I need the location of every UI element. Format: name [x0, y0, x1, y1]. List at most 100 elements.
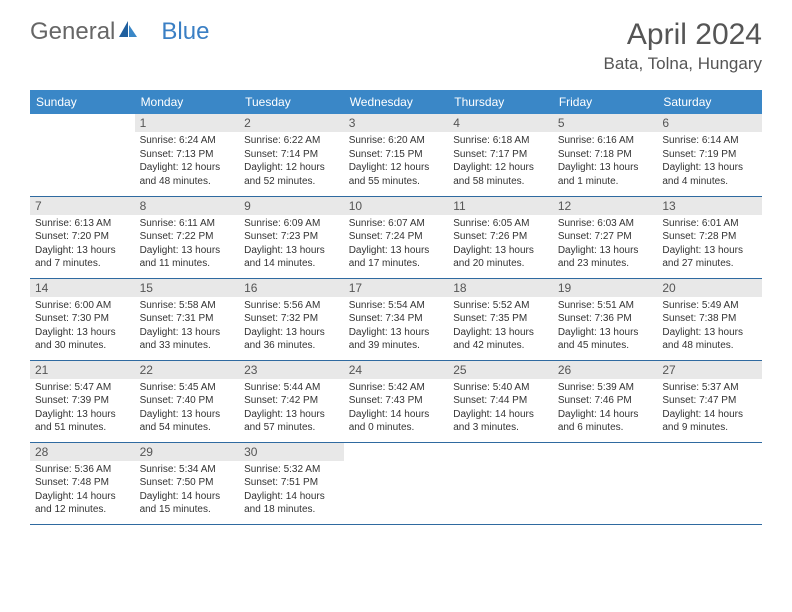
calendar-day-cell: 27 Sunrise: 5:37 AMSunset: 7:47 PMDayligh… — [657, 360, 762, 442]
day-number: 27 — [657, 361, 762, 379]
day-number: 19 — [553, 279, 658, 297]
calendar-day-cell: 16 Sunrise: 5:56 AMSunset: 7:32 PMDayligh… — [239, 278, 344, 360]
day-number: 22 — [135, 361, 240, 379]
day-info: Sunrise: 5:42 AMSunset: 7:43 PMDaylight:… — [349, 381, 444, 435]
calendar-day-cell: 25 Sunrise: 5:40 AMSunset: 7:44 PMDayligh… — [448, 360, 553, 442]
day-number: 1 — [135, 114, 240, 132]
day-info: Sunrise: 5:34 AMSunset: 7:50 PMDaylight:… — [140, 463, 235, 517]
calendar-day-cell: 5 Sunrise: 6:16 AMSunset: 7:18 PMDaylight… — [553, 114, 658, 196]
day-info: Sunrise: 5:39 AMSunset: 7:46 PMDaylight:… — [558, 381, 653, 435]
calendar-day-cell: 15 Sunrise: 5:58 AMSunset: 7:31 PMDayligh… — [135, 278, 240, 360]
calendar-day-cell: 2 Sunrise: 6:22 AMSunset: 7:14 PMDaylight… — [239, 114, 344, 196]
calendar-day-cell — [30, 114, 135, 196]
calendar-day-cell — [553, 442, 658, 524]
calendar-day-cell: 13 Sunrise: 6:01 AMSunset: 7:28 PMDayligh… — [657, 196, 762, 278]
calendar-day-cell: 3 Sunrise: 6:20 AMSunset: 7:15 PMDaylight… — [344, 114, 449, 196]
calendar-day-cell: 28 Sunrise: 5:36 AMSunset: 7:48 PMDayligh… — [30, 442, 135, 524]
day-number: 2 — [239, 114, 344, 132]
calendar-day-cell: 20 Sunrise: 5:49 AMSunset: 7:38 PMDayligh… — [657, 278, 762, 360]
calendar-week-row: 14 Sunrise: 6:00 AMSunset: 7:30 PMDayligh… — [30, 278, 762, 360]
day-number: 14 — [30, 279, 135, 297]
calendar-day-cell: 14 Sunrise: 6:00 AMSunset: 7:30 PMDayligh… — [30, 278, 135, 360]
calendar-day-cell: 11 Sunrise: 6:05 AMSunset: 7:26 PMDayligh… — [448, 196, 553, 278]
day-info: Sunrise: 5:54 AMSunset: 7:34 PMDaylight:… — [349, 299, 444, 353]
day-info: Sunrise: 5:47 AMSunset: 7:39 PMDaylight:… — [35, 381, 130, 435]
day-info: Sunrise: 5:52 AMSunset: 7:35 PMDaylight:… — [453, 299, 548, 353]
day-info: Sunrise: 5:37 AMSunset: 7:47 PMDaylight:… — [662, 381, 757, 435]
day-number: 8 — [135, 197, 240, 215]
day-info: Sunrise: 6:00 AMSunset: 7:30 PMDaylight:… — [35, 299, 130, 353]
day-info: Sunrise: 6:16 AMSunset: 7:18 PMDaylight:… — [558, 134, 653, 188]
day-info: Sunrise: 6:11 AMSunset: 7:22 PMDaylight:… — [140, 217, 235, 271]
weekday-header: Tuesday — [239, 90, 344, 114]
day-number: 21 — [30, 361, 135, 379]
calendar-week-row: 7 Sunrise: 6:13 AMSunset: 7:20 PMDaylight… — [30, 196, 762, 278]
day-info: Sunrise: 6:01 AMSunset: 7:28 PMDaylight:… — [662, 217, 757, 271]
weekday-header: Saturday — [657, 90, 762, 114]
day-number: 15 — [135, 279, 240, 297]
day-number: 4 — [448, 114, 553, 132]
weekday-header: Wednesday — [344, 90, 449, 114]
calendar-day-cell: 21 Sunrise: 5:47 AMSunset: 7:39 PMDayligh… — [30, 360, 135, 442]
calendar-week-row: 21 Sunrise: 5:47 AMSunset: 7:39 PMDayligh… — [30, 360, 762, 442]
title-block: April 2024 Bata, Tolna, Hungary — [604, 18, 762, 74]
day-info: Sunrise: 6:07 AMSunset: 7:24 PMDaylight:… — [349, 217, 444, 271]
day-number: 29 — [135, 443, 240, 461]
calendar-day-cell: 8 Sunrise: 6:11 AMSunset: 7:22 PMDaylight… — [135, 196, 240, 278]
day-info: Sunrise: 5:40 AMSunset: 7:44 PMDaylight:… — [453, 381, 548, 435]
day-number: 11 — [448, 197, 553, 215]
day-number: 17 — [344, 279, 449, 297]
weekday-header: Friday — [553, 90, 658, 114]
day-info: Sunrise: 5:51 AMSunset: 7:36 PMDaylight:… — [558, 299, 653, 353]
day-info: Sunrise: 6:18 AMSunset: 7:17 PMDaylight:… — [453, 134, 548, 188]
day-number: 12 — [553, 197, 658, 215]
day-number: 25 — [448, 361, 553, 379]
day-info: Sunrise: 5:58 AMSunset: 7:31 PMDaylight:… — [140, 299, 235, 353]
day-number: 13 — [657, 197, 762, 215]
calendar-day-cell: 30Sunrise: 5:32 AMSunset: 7:51 PMDayligh… — [239, 442, 344, 524]
calendar-day-cell: 10Sunrise: 6:07 AMSunset: 7:24 PMDayligh… — [344, 196, 449, 278]
logo-prefix: General — [30, 18, 115, 46]
day-number: 9 — [239, 197, 344, 215]
calendar-day-cell: 17 Sunrise: 5:54 AMSunset: 7:34 PMDayligh… — [344, 278, 449, 360]
calendar-day-cell — [344, 442, 449, 524]
day-info: Sunrise: 6:03 AMSunset: 7:27 PMDaylight:… — [558, 217, 653, 271]
day-info: Sunrise: 6:13 AMSunset: 7:20 PMDaylight:… — [35, 217, 130, 271]
calendar-day-cell: 6 Sunrise: 6:14 AMSunset: 7:19 PMDaylight… — [657, 114, 762, 196]
day-info: Sunrise: 6:22 AMSunset: 7:14 PMDaylight:… — [244, 134, 339, 188]
location: Bata, Tolna, Hungary — [604, 54, 762, 74]
day-info: Sunrise: 5:44 AMSunset: 7:42 PMDaylight:… — [244, 381, 339, 435]
day-number: 7 — [30, 197, 135, 215]
calendar-day-cell — [657, 442, 762, 524]
day-number: 16 — [239, 279, 344, 297]
day-number: 3 — [344, 114, 449, 132]
weekday-header: Monday — [135, 90, 240, 114]
day-info: Sunrise: 5:36 AMSunset: 7:48 PMDaylight:… — [35, 463, 130, 517]
calendar-day-cell: 23Sunrise: 5:44 AMSunset: 7:42 PMDayligh… — [239, 360, 344, 442]
calendar-day-cell: 12 Sunrise: 6:03 AMSunset: 7:27 PMDayligh… — [553, 196, 658, 278]
day-info: Sunrise: 6:20 AMSunset: 7:15 PMDaylight:… — [349, 134, 444, 188]
day-number: 24 — [344, 361, 449, 379]
header: General Blue April 2024 Bata, Tolna, Hun… — [0, 0, 792, 80]
weekday-header: Thursday — [448, 90, 553, 114]
calendar-day-cell: 26 Sunrise: 5:39 AMSunset: 7:46 PMDayligh… — [553, 360, 658, 442]
month-title: April 2024 — [604, 18, 762, 52]
day-number: 6 — [657, 114, 762, 132]
calendar-body: 1 Sunrise: 6:24 AMSunset: 7:13 PMDaylight… — [30, 114, 762, 524]
day-number: 5 — [553, 114, 658, 132]
calendar-day-cell — [448, 442, 553, 524]
logo-sail-icon — [117, 18, 139, 46]
day-info: Sunrise: 5:56 AMSunset: 7:32 PMDaylight:… — [244, 299, 339, 353]
day-number: 20 — [657, 279, 762, 297]
calendar-week-row: 1 Sunrise: 6:24 AMSunset: 7:13 PMDaylight… — [30, 114, 762, 196]
day-number: 26 — [553, 361, 658, 379]
day-info: Sunrise: 6:14 AMSunset: 7:19 PMDaylight:… — [662, 134, 757, 188]
day-info: Sunrise: 5:45 AMSunset: 7:40 PMDaylight:… — [140, 381, 235, 435]
weekday-header-row: SundayMondayTuesdayWednesdayThursdayFrid… — [30, 90, 762, 114]
day-number: 28 — [30, 443, 135, 461]
calendar-table: SundayMondayTuesdayWednesdayThursdayFrid… — [30, 90, 762, 525]
day-info: Sunrise: 6:24 AMSunset: 7:13 PMDaylight:… — [140, 134, 235, 188]
calendar-day-cell: 29 Sunrise: 5:34 AMSunset: 7:50 PMDayligh… — [135, 442, 240, 524]
day-info: Sunrise: 5:49 AMSunset: 7:38 PMDaylight:… — [662, 299, 757, 353]
day-info: Sunrise: 6:05 AMSunset: 7:26 PMDaylight:… — [453, 217, 548, 271]
